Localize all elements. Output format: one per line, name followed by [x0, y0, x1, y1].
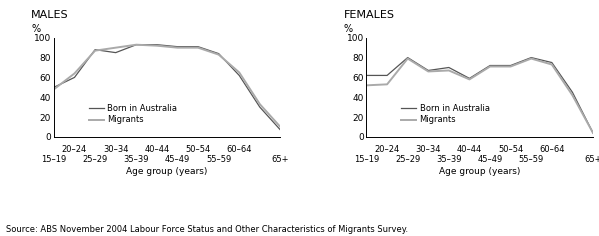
Born in Australia: [445, 66, 452, 69]
Born in Australia: [589, 131, 597, 134]
Born in Australia: [174, 45, 181, 48]
Migrants: [153, 44, 161, 47]
Born in Australia: [153, 43, 161, 46]
Text: 55–59: 55–59: [519, 155, 544, 164]
Migrants: [445, 69, 452, 72]
Born in Australia: [548, 61, 555, 64]
Text: 20–24: 20–24: [374, 145, 400, 154]
Born in Australia: [383, 74, 391, 77]
Migrants: [486, 65, 494, 68]
Text: 50–54: 50–54: [186, 145, 211, 154]
Text: 40–44: 40–44: [457, 145, 482, 154]
Text: 65+: 65+: [584, 155, 599, 164]
Born in Australia: [404, 56, 412, 59]
Text: 45–49: 45–49: [477, 155, 503, 164]
Text: FEMALES: FEMALES: [344, 10, 395, 20]
Migrants: [50, 88, 58, 91]
Born in Australia: [215, 52, 222, 55]
Text: 40–44: 40–44: [144, 145, 170, 154]
Born in Australia: [425, 69, 432, 72]
Line: Migrants: Migrants: [54, 45, 280, 127]
Born in Australia: [50, 86, 58, 89]
Text: 20–24: 20–24: [62, 145, 87, 154]
Migrants: [195, 46, 202, 49]
Born in Australia: [195, 45, 202, 48]
Migrants: [133, 43, 140, 46]
Migrants: [507, 65, 514, 68]
Migrants: [235, 71, 243, 74]
Text: 25–29: 25–29: [395, 155, 420, 164]
Text: 30–34: 30–34: [416, 145, 441, 154]
Migrants: [277, 126, 284, 128]
Migrants: [215, 53, 222, 56]
Text: 50–54: 50–54: [498, 145, 524, 154]
Born in Australia: [112, 51, 119, 54]
Born in Australia: [133, 43, 140, 46]
Text: 25–29: 25–29: [83, 155, 108, 164]
Migrants: [569, 94, 576, 97]
Born in Australia: [277, 129, 284, 131]
Legend: Born in Australia, Migrants: Born in Australia, Migrants: [398, 101, 493, 128]
Migrants: [383, 83, 391, 86]
Text: 60–64: 60–64: [226, 145, 252, 154]
Text: 30–34: 30–34: [103, 145, 128, 154]
Born in Australia: [466, 77, 473, 80]
Text: Age group (years): Age group (years): [126, 167, 208, 176]
Migrants: [112, 46, 119, 49]
Migrants: [71, 72, 78, 75]
Text: 65+: 65+: [272, 155, 289, 164]
Migrants: [174, 46, 181, 49]
Born in Australia: [569, 91, 576, 94]
Born in Australia: [486, 64, 494, 67]
Born in Australia: [256, 106, 264, 109]
Text: 15–19: 15–19: [354, 155, 379, 164]
Text: 15–19: 15–19: [41, 155, 66, 164]
Text: 60–64: 60–64: [539, 145, 565, 154]
Born in Australia: [92, 48, 99, 51]
Migrants: [425, 70, 432, 73]
Line: Migrants: Migrants: [367, 59, 593, 133]
Migrants: [589, 131, 597, 134]
Text: 45–49: 45–49: [165, 155, 190, 164]
Text: 55–59: 55–59: [206, 155, 231, 164]
Migrants: [548, 63, 555, 66]
Born in Australia: [71, 76, 78, 79]
Migrants: [466, 78, 473, 81]
Text: 35–39: 35–39: [436, 155, 462, 164]
Line: Born in Australia: Born in Australia: [367, 58, 593, 133]
Migrants: [528, 57, 535, 60]
Migrants: [363, 84, 370, 87]
Born in Australia: [235, 74, 243, 77]
Text: %: %: [344, 24, 353, 34]
Migrants: [404, 57, 412, 60]
Born in Australia: [507, 64, 514, 67]
Migrants: [256, 103, 264, 105]
Born in Australia: [528, 56, 535, 59]
Born in Australia: [363, 74, 370, 77]
Text: Age group (years): Age group (years): [439, 167, 521, 176]
Text: 35–39: 35–39: [123, 155, 149, 164]
Text: Source: ABS November 2004 Labour Force Status and Other Characteristics of Migra: Source: ABS November 2004 Labour Force S…: [6, 225, 408, 234]
Line: Born in Australia: Born in Australia: [54, 45, 280, 130]
Text: MALES: MALES: [31, 10, 69, 20]
Legend: Born in Australia, Migrants: Born in Australia, Migrants: [85, 101, 180, 128]
Text: %: %: [31, 24, 40, 34]
Migrants: [92, 49, 99, 52]
